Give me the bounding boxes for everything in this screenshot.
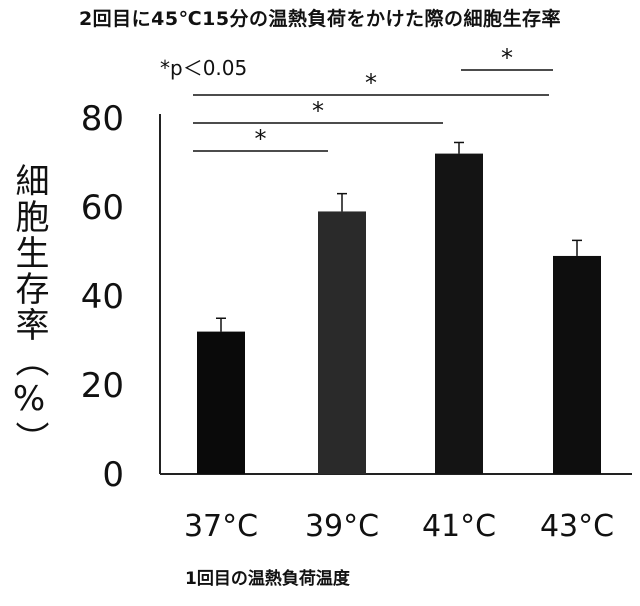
chart-title: 2回目に45℃15分の温熱負荷をかけた際の細胞生存率 [78,8,562,30]
y-tick-label: 0 [102,455,124,495]
x-axis-label: 1回目の温熱負荷温度 [185,569,350,589]
x-tick-label: 37°C [184,509,258,544]
significance-note: *p＜0.05 [160,56,248,80]
significance-marker: * [501,44,513,72]
x-tick-label: 43°C [540,509,614,544]
x-tick-label: 39°C [305,509,379,544]
significance-marker: * [365,69,377,97]
y-tick-label: 20 [81,366,124,406]
significance-marker: * [312,97,324,125]
significance-marker: * [255,125,267,153]
bar [197,331,245,474]
bar [318,211,366,474]
x-tick-label: 41°C [422,509,496,544]
bar [435,153,483,474]
y-tick-label: 80 [81,99,124,139]
y-axis-label: 細胞生存率（%） [9,163,49,457]
y-tick-label: 60 [81,188,124,228]
bar [553,255,601,474]
y-tick-label: 40 [81,277,124,317]
